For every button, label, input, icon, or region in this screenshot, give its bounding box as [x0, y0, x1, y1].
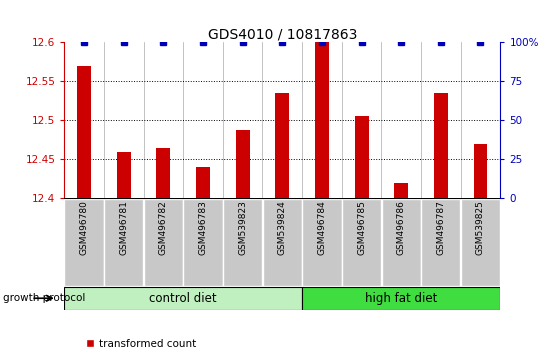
Bar	[315, 42, 329, 198]
FancyBboxPatch shape	[263, 199, 302, 286]
Bar	[196, 167, 210, 198]
Bar	[276, 93, 289, 198]
FancyBboxPatch shape	[382, 199, 421, 286]
FancyBboxPatch shape	[64, 199, 104, 286]
Bar	[434, 93, 448, 198]
Text: GSM496784: GSM496784	[318, 200, 326, 255]
Bar	[77, 66, 91, 198]
FancyBboxPatch shape	[342, 199, 381, 286]
Text: GSM496780: GSM496780	[79, 200, 89, 255]
Bar	[157, 148, 170, 198]
Bar	[117, 152, 131, 198]
Text: growth protocol: growth protocol	[3, 293, 85, 303]
Text: control diet: control diet	[149, 292, 217, 305]
Text: GSM496786: GSM496786	[397, 200, 406, 255]
Text: GSM496782: GSM496782	[159, 200, 168, 255]
FancyBboxPatch shape	[183, 199, 222, 286]
Bar	[473, 144, 487, 198]
Text: GSM496781: GSM496781	[119, 200, 128, 255]
Text: GSM496787: GSM496787	[437, 200, 446, 255]
Bar	[64, 287, 302, 310]
Bar	[236, 131, 249, 198]
FancyBboxPatch shape	[104, 199, 143, 286]
Text: GSM496783: GSM496783	[198, 200, 207, 255]
Text: GSM539824: GSM539824	[278, 200, 287, 255]
FancyBboxPatch shape	[421, 199, 461, 286]
Text: GSM539825: GSM539825	[476, 200, 485, 255]
Legend: transformed count, percentile rank within the sample: transformed count, percentile rank withi…	[80, 335, 280, 354]
FancyBboxPatch shape	[461, 199, 500, 286]
FancyBboxPatch shape	[223, 199, 262, 286]
Bar	[394, 183, 408, 198]
Text: GSM496785: GSM496785	[357, 200, 366, 255]
FancyBboxPatch shape	[144, 199, 183, 286]
Bar	[354, 116, 368, 198]
FancyBboxPatch shape	[302, 199, 342, 286]
Title: GDS4010 / 10817863: GDS4010 / 10817863	[207, 27, 357, 41]
Bar	[302, 287, 500, 310]
Text: high fat diet: high fat diet	[365, 292, 437, 305]
Text: GSM539823: GSM539823	[238, 200, 247, 255]
